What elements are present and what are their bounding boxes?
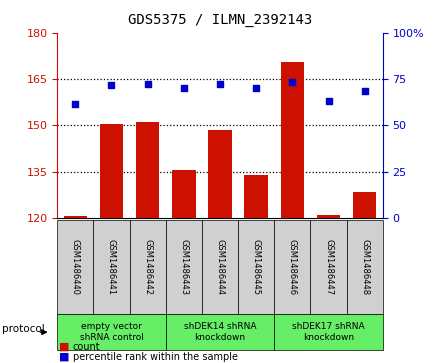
- Point: [253, 85, 260, 91]
- Text: GSM1486444: GSM1486444: [216, 239, 224, 295]
- Text: empty vector
shRNA control: empty vector shRNA control: [80, 322, 143, 342]
- Text: protocol: protocol: [2, 323, 45, 334]
- Bar: [172, 170, 195, 218]
- Point: [144, 81, 151, 86]
- Text: GSM1486442: GSM1486442: [143, 239, 152, 295]
- Point: [325, 98, 332, 103]
- Text: GSM1486446: GSM1486446: [288, 239, 297, 295]
- Bar: [208, 130, 232, 218]
- Text: ■: ■: [59, 342, 70, 352]
- Text: shDEK14 shRNA
knockdown: shDEK14 shRNA knockdown: [184, 322, 256, 342]
- Point: [108, 82, 115, 88]
- Bar: [317, 215, 340, 218]
- Bar: [63, 216, 87, 218]
- Text: GSM1486443: GSM1486443: [180, 239, 188, 295]
- Bar: [281, 62, 304, 218]
- Text: GSM1486441: GSM1486441: [107, 239, 116, 295]
- Text: ■: ■: [59, 352, 70, 362]
- Text: percentile rank within the sample: percentile rank within the sample: [73, 352, 238, 362]
- Text: GSM1486445: GSM1486445: [252, 239, 260, 295]
- Point: [216, 81, 224, 86]
- Text: GSM1486440: GSM1486440: [71, 239, 80, 295]
- Bar: [353, 192, 377, 218]
- Point: [72, 101, 79, 107]
- Text: GSM1486448: GSM1486448: [360, 239, 369, 295]
- Point: [289, 79, 296, 85]
- Point: [361, 89, 368, 94]
- Bar: [245, 175, 268, 218]
- Text: shDEK17 shRNA
knockdown: shDEK17 shRNA knockdown: [292, 322, 365, 342]
- Text: GDS5375 / ILMN_2392143: GDS5375 / ILMN_2392143: [128, 13, 312, 27]
- Text: GSM1486447: GSM1486447: [324, 239, 333, 295]
- Text: count: count: [73, 342, 100, 352]
- Point: [180, 85, 187, 91]
- Bar: [136, 122, 159, 218]
- Bar: [100, 124, 123, 218]
